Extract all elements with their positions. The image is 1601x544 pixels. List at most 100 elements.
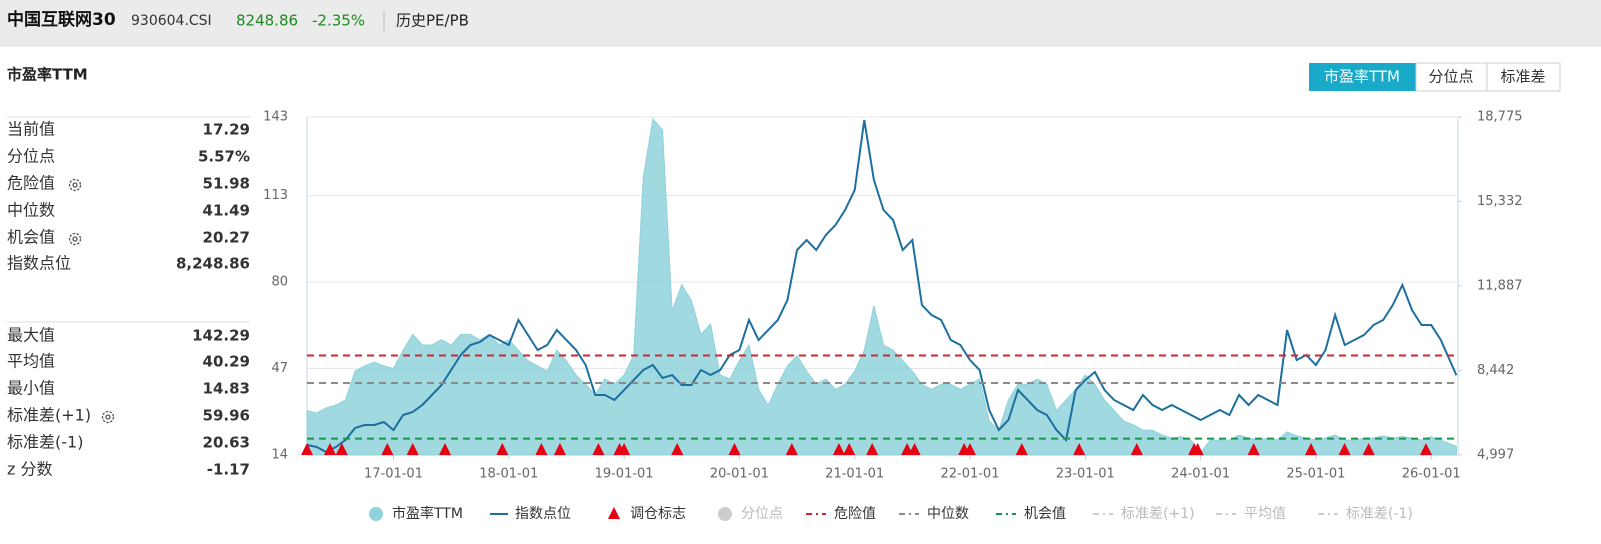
legend-label[interactable]: 分位点 [741, 506, 783, 522]
stat-label: z 分数 [7, 460, 53, 479]
stat-value: 5.57% [198, 148, 250, 166]
tab[interactable] [1486, 62, 1561, 92]
rebalance-marker [1073, 443, 1086, 455]
stats: 当前值 17.29 分位点 5.57% 危险值 51.98 中位数 41.49 … [7, 116, 250, 479]
x-tick-label: 26-01-01 [1402, 467, 1461, 482]
rebalance-marker [496, 443, 509, 455]
tab-label[interactable]: 市盈率TTM [1324, 68, 1400, 86]
rebalance-marker [1015, 443, 1028, 455]
legend-label[interactable]: 标准差(-1) [1346, 506, 1413, 522]
index-code: 930604.CSI [131, 13, 212, 29]
index-price: 8248.86 [236, 12, 298, 30]
stat-label: 最大值 [7, 326, 55, 345]
stat-label: 指数点位 [7, 254, 71, 273]
rebalance-marker [843, 443, 856, 455]
rebalance-marker [1130, 443, 1143, 455]
rebalance-marker [785, 443, 798, 455]
rebalance-marker [866, 443, 879, 455]
y-tick-label: 113 [263, 188, 288, 203]
section-title: 历史PE/PB [396, 12, 469, 30]
x-tick-label: 24-01-01 [1171, 467, 1230, 482]
legend-label[interactable]: 调仓标志 [630, 506, 686, 522]
settings-icon[interactable] [68, 178, 115, 424]
x-tick-label: 18-01-01 [479, 467, 538, 482]
stat-value: 51.98 [203, 175, 250, 193]
rebalance-marker [553, 443, 566, 455]
stat-value: 20.27 [203, 229, 250, 247]
rebalance-marker [1247, 443, 1260, 455]
tab-active[interactable] [1309, 63, 1416, 91]
y-tick-label: 80 [271, 275, 288, 290]
rebalance-marker [406, 443, 419, 455]
rebalance-marker [324, 443, 337, 455]
tab-label[interactable]: 标准差 [1500, 68, 1545, 86]
y2-tick-label: 8,442 [1477, 363, 1514, 378]
stat-label: 机会值 [7, 228, 55, 247]
index-line [306, 119, 1458, 454]
tab[interactable] [1415, 62, 1488, 92]
stat-value: 40.29 [203, 353, 250, 371]
legend-label[interactable]: 指数点位 [515, 506, 571, 522]
x-tick-label: 20-01-01 [710, 467, 769, 482]
stat-value: 20.63 [203, 434, 250, 452]
y-tick-label: 14 [271, 448, 288, 463]
stat-label: 最小值 [7, 379, 55, 398]
stat-value: -1.17 [207, 461, 250, 479]
stat-label: 平均值 [7, 352, 55, 371]
rebalance-marker [301, 443, 313, 455]
stat-value: 17.29 [203, 121, 250, 139]
rebalance-marker [728, 443, 741, 455]
legend-icon [608, 507, 620, 519]
stat-value: 142.29 [192, 327, 250, 345]
rebalance-marker [618, 443, 631, 455]
legend-label[interactable]: 市盈率TTM [392, 505, 463, 522]
stat-label: 中位数 [7, 201, 55, 220]
x-tick-label: 19-01-01 [595, 467, 654, 482]
rebalance-marker [832, 443, 845, 455]
pe-area [306, 117, 1457, 456]
legend-label[interactable]: 机会值 [1024, 506, 1066, 522]
x-tick-label: 17-01-01 [364, 467, 423, 482]
index-name: 中国互联网30 [7, 9, 116, 30]
x-tick-label: 21-01-01 [825, 467, 884, 482]
chart-title: 市盈率TTM [7, 66, 88, 84]
rebalance-marker [1420, 443, 1433, 455]
rebalance-marker [335, 443, 348, 455]
legend-label[interactable]: 平均值 [1244, 506, 1286, 522]
x-tick-label: 23-01-01 [1056, 467, 1115, 482]
tab-label[interactable]: 分位点 [1428, 68, 1473, 86]
legend-icon [369, 507, 383, 521]
rebalance-marker [592, 443, 605, 455]
stat-label: 危险值 [7, 174, 55, 193]
stat-value: 59.96 [203, 407, 250, 425]
stat-label: 标准差(+1) [7, 406, 91, 425]
y2-tick-label: 18,775 [1477, 110, 1523, 125]
rebalance-marker [963, 443, 976, 455]
rebalance-marker [438, 443, 451, 455]
legend-label[interactable]: 标准差(+1) [1121, 506, 1195, 522]
stat-value: 41.49 [203, 202, 250, 220]
stat-value: 14.83 [203, 380, 250, 398]
rebalance-marker [1338, 443, 1351, 455]
y-tick-label: 47 [271, 361, 288, 376]
rebalance-marker [1362, 443, 1375, 455]
y2-tick-label: 15,332 [1477, 194, 1523, 209]
stat-label: 分位点 [7, 147, 55, 166]
header-bar [0, 0, 1601, 47]
stat-label: 当前值 [7, 120, 55, 139]
y2-tick-label: 4,997 [1477, 448, 1514, 463]
y2-tick-label: 11,887 [1477, 278, 1523, 293]
x-tick-label: 25-01-01 [1286, 467, 1345, 482]
legend-label[interactable]: 危险值 [834, 506, 876, 522]
rebalance-marker [1191, 443, 1204, 455]
rebalance-marker [535, 443, 548, 455]
legend-label[interactable]: 中位数 [927, 506, 969, 522]
index-change: -2.35% [312, 12, 365, 30]
rebalance-marker [381, 443, 394, 455]
rebalance-marker [908, 443, 921, 455]
y-tick-label: 143 [263, 110, 288, 125]
stat-label: 标准差(-1) [7, 433, 83, 452]
tabs: 市盈率TTM 分位点 标准差 [1309, 62, 1561, 92]
rebalance-marker [671, 443, 684, 455]
